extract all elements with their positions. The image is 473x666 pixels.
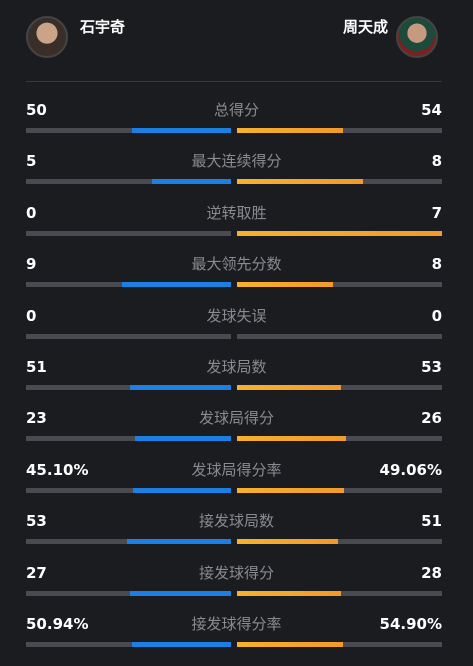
right-track	[237, 282, 442, 288]
left-value: 45.10%	[26, 460, 89, 479]
right-avatar	[396, 16, 438, 58]
stat-label: 逆转取胜	[206, 203, 267, 222]
left-bar	[122, 282, 231, 288]
left-track	[26, 487, 231, 493]
right-track	[237, 539, 442, 545]
left-value: 0	[26, 203, 37, 222]
left-track	[26, 436, 231, 442]
right-value: 49.06%	[379, 460, 442, 479]
left-value: 23	[26, 409, 47, 428]
right-value: 8	[431, 152, 442, 171]
left-track	[26, 590, 231, 596]
right-bar	[237, 539, 338, 545]
left-bar	[152, 179, 231, 185]
right-value: 54.90%	[379, 615, 442, 633]
right-value: 28	[421, 563, 442, 582]
stat-label: 接发球局数	[198, 512, 274, 531]
right-player-name: 周天成	[342, 18, 388, 36]
left-value: 50.94%	[26, 615, 89, 633]
right-bar	[237, 230, 442, 236]
right-bar	[237, 590, 342, 596]
left-value: 9	[26, 255, 37, 274]
left-track	[26, 385, 231, 390]
right-bar	[237, 436, 346, 442]
stat-label: 接发球得分	[198, 563, 274, 582]
right-bar	[237, 642, 344, 647]
right-value: 0	[431, 306, 442, 325]
left-value: 27	[26, 563, 47, 582]
left-value: 51	[26, 358, 47, 376]
right-value: 53	[421, 358, 442, 376]
left-track	[26, 333, 231, 339]
right-value: 8	[431, 255, 442, 274]
left-avatar	[26, 16, 68, 58]
left-track	[26, 642, 231, 647]
right-bar	[237, 282, 334, 288]
left-value: 53	[26, 512, 47, 531]
stat-label: 发球失误	[206, 306, 267, 325]
left-bar	[130, 590, 231, 596]
stat-label: 最大领先分数	[191, 255, 282, 274]
stat-label: 发球局数	[206, 358, 267, 376]
stat-label: 接发球得分率	[191, 615, 282, 633]
right-bar	[237, 385, 342, 390]
left-bar	[132, 128, 231, 133]
left-bar	[126, 539, 231, 545]
left-bar	[130, 385, 231, 390]
right-value: 7	[431, 203, 442, 222]
right-track	[237, 333, 442, 339]
left-player-name: 石宇奇	[80, 18, 126, 36]
right-bar	[237, 487, 344, 493]
right-bar	[237, 128, 344, 133]
right-value: 51	[421, 512, 442, 531]
stat-label: 最大连续得分	[191, 152, 282, 171]
stat-label: 发球局得分	[198, 409, 274, 428]
left-bar	[134, 436, 231, 442]
stat-label: 总得分	[213, 101, 259, 119]
left-bar	[132, 487, 231, 493]
left-track	[26, 230, 231, 236]
divider	[26, 81, 442, 82]
left-track	[26, 179, 231, 185]
left-track	[26, 128, 231, 133]
left-value: 0	[26, 306, 37, 325]
left-bar	[132, 642, 231, 647]
right-bar	[237, 179, 364, 185]
right-value: 26	[421, 409, 442, 428]
left-value: 50	[26, 101, 47, 119]
right-value: 54	[421, 101, 442, 119]
stat-label: 发球局得分率	[191, 460, 282, 479]
left-value: 5	[26, 152, 37, 171]
